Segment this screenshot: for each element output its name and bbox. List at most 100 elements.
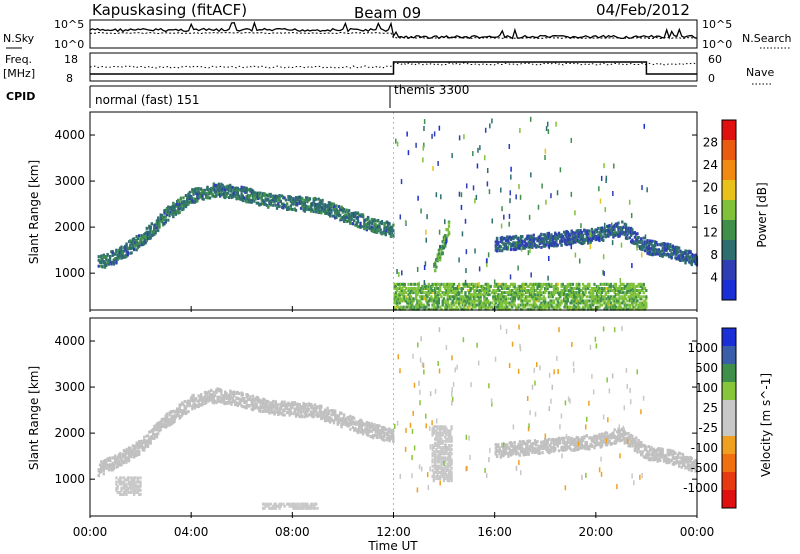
data-cell xyxy=(551,243,554,247)
data-cell xyxy=(468,291,471,295)
data-cell xyxy=(565,295,568,299)
data-cell xyxy=(366,221,370,225)
data-cell xyxy=(485,284,489,288)
data-cell xyxy=(642,282,645,286)
data-cell xyxy=(196,194,199,198)
data-cell xyxy=(210,187,213,191)
data-cell xyxy=(499,284,503,288)
data-cell xyxy=(667,255,671,259)
data-cell xyxy=(194,187,198,191)
data-cell xyxy=(273,195,276,199)
data-cell xyxy=(229,187,232,191)
data-cell xyxy=(509,244,513,248)
data-cell xyxy=(603,271,605,277)
data-cell xyxy=(585,230,589,234)
data-cell xyxy=(345,213,348,217)
data-cell xyxy=(592,291,595,295)
data-cell xyxy=(423,264,426,270)
data-cell xyxy=(595,301,599,305)
data-cell xyxy=(127,449,131,453)
data-cell xyxy=(471,305,475,309)
data-cell xyxy=(518,241,521,245)
data-cell xyxy=(418,295,422,299)
data-cell xyxy=(689,255,692,259)
cpid-mode-2: themis 3300 xyxy=(394,83,469,97)
data-cell xyxy=(660,254,663,258)
data-cell xyxy=(578,291,581,295)
data-cell xyxy=(339,218,342,222)
data-cell xyxy=(241,393,245,397)
data-cell xyxy=(629,307,633,311)
data-cell xyxy=(132,454,136,458)
data-cell xyxy=(293,208,296,212)
data-cell xyxy=(220,400,223,404)
data-cell xyxy=(464,303,467,307)
data-cell xyxy=(476,282,480,286)
data-cell xyxy=(573,301,576,305)
data-cell xyxy=(624,286,628,290)
data-cell xyxy=(662,253,666,257)
data-cell xyxy=(124,455,127,459)
data-cell xyxy=(436,291,439,295)
data-cell xyxy=(172,421,175,425)
data-cell xyxy=(485,299,489,303)
data-cell xyxy=(287,206,290,210)
data-cell xyxy=(451,282,454,286)
data-cell xyxy=(172,409,175,413)
data-cell xyxy=(495,454,499,458)
data-cell xyxy=(637,291,640,295)
data-cell xyxy=(259,405,262,409)
data-cell xyxy=(205,193,208,197)
data-cell xyxy=(654,247,657,251)
data-cell xyxy=(565,240,568,244)
data-cell xyxy=(445,307,448,311)
data-cell xyxy=(637,307,640,311)
data-cell xyxy=(196,187,199,191)
data-cell xyxy=(645,247,648,251)
data-cell xyxy=(304,196,308,200)
data-cell xyxy=(245,200,248,204)
data-cell xyxy=(643,299,647,303)
data-cell xyxy=(163,417,166,421)
data-cell xyxy=(447,221,451,225)
data-cell xyxy=(127,457,131,461)
data-cell xyxy=(287,401,290,405)
data-cell xyxy=(507,297,510,301)
data-cell xyxy=(423,284,427,288)
data-cell xyxy=(523,240,527,244)
data-cell xyxy=(239,188,242,192)
data-cell xyxy=(375,424,379,428)
data-cell xyxy=(580,242,583,246)
data-cell xyxy=(440,282,443,286)
data-cell xyxy=(272,410,275,414)
data-cell xyxy=(132,452,136,456)
data-cell xyxy=(258,191,261,195)
data-cell xyxy=(327,409,331,413)
data-cell xyxy=(194,198,198,202)
data-cell xyxy=(155,426,159,430)
data-cell xyxy=(642,301,645,305)
data-cell xyxy=(607,291,610,295)
data-cell xyxy=(476,293,480,297)
nsky-line xyxy=(89,20,698,40)
data-cell xyxy=(556,305,559,309)
data-cell xyxy=(251,398,255,402)
data-cell xyxy=(178,201,181,205)
data-cell xyxy=(535,245,538,249)
data-cell xyxy=(411,303,414,307)
data-cell xyxy=(312,412,315,416)
data-cell xyxy=(342,208,346,212)
data-cell xyxy=(455,286,458,290)
data-cell xyxy=(394,295,398,299)
data-cell xyxy=(589,240,592,244)
data-cell xyxy=(631,284,634,288)
data-cell xyxy=(457,301,461,305)
data-cell xyxy=(499,295,503,299)
data-cell xyxy=(452,286,456,290)
data-cell xyxy=(438,125,441,131)
data-cell xyxy=(235,189,238,193)
data-cell xyxy=(425,286,428,290)
data-cell xyxy=(416,282,419,286)
data-cell xyxy=(325,414,328,418)
data-cell xyxy=(393,295,396,299)
